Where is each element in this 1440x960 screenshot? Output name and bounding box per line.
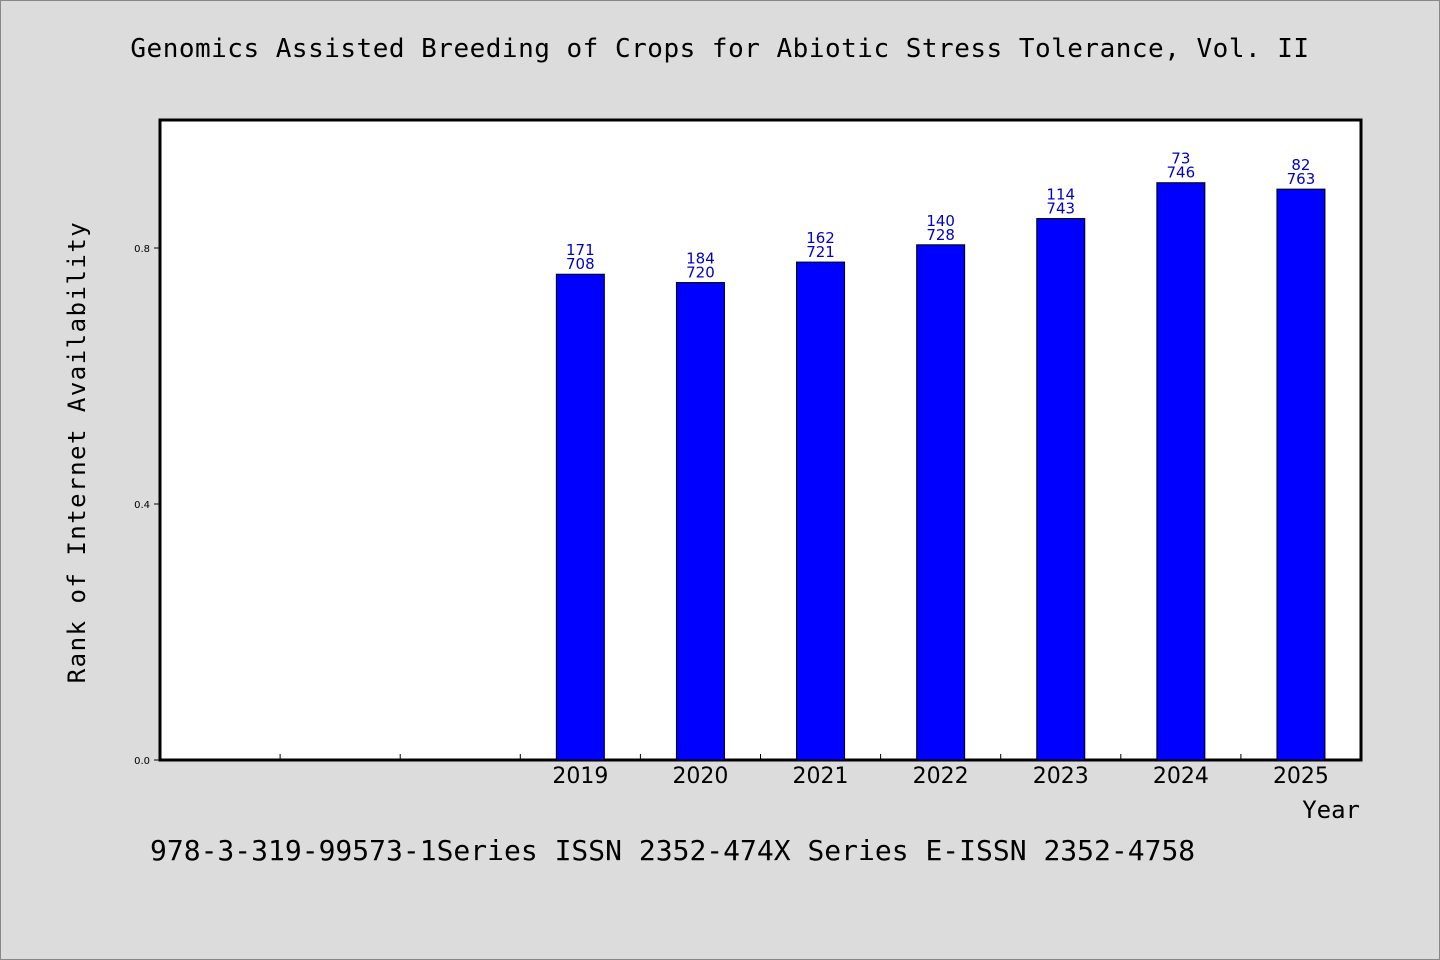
x-tick-label: 2021 [793,764,849,789]
bar-label-bottom: 721 [806,243,835,261]
bar [1036,218,1086,761]
bar [675,282,725,761]
bar-label-bottom: 708 [566,255,595,273]
x-tick-label: 2023 [1033,764,1089,789]
bar-label-bottom: 720 [686,264,715,282]
bar [916,244,966,761]
bar-label-top: 140 [926,212,955,230]
bar-label-top: 82 [1291,156,1310,174]
isbn-issn-footer: 978-3-319-99573-1Series ISSN 2352-474X S… [150,834,1196,867]
bar-label-top: 162 [806,229,835,247]
bar [1156,182,1206,761]
bar-label-top: 73 [1171,150,1190,168]
bar-label-top: 171 [566,241,595,259]
y-tick-label: 0.8 [134,244,150,255]
x-tick-label: 2020 [672,764,728,789]
x-tick-label: 2019 [552,764,608,789]
bar-label-bottom: 728 [926,226,955,244]
x-tick-label: 2025 [1273,764,1329,789]
x-tick-label: 2024 [1153,764,1209,789]
bar [1276,188,1326,761]
bar [555,273,605,761]
x-axis-ticks: 2019 2020 2021 2022 2023 2024 2025 [279,754,1329,789]
chart-title: Genomics Assisted Breeding of Crops for … [130,34,1310,64]
bar-label-bottom: 746 [1167,164,1196,182]
y-tick-label: 0.4 [134,500,150,511]
bar-label-top: 114 [1046,186,1075,204]
x-tick-label: 2022 [913,764,969,789]
bar-label-bottom: 763 [1287,170,1316,188]
bar-label-top: 184 [686,250,715,268]
y-tick-label: 0.0 [134,756,150,767]
y-axis-ticks: 0.0 0.4 0.8 [134,244,160,767]
x-axis-label: Year [1302,796,1360,824]
bar-label-bottom: 743 [1046,200,1075,218]
bars [555,182,1326,761]
bar [796,261,846,761]
